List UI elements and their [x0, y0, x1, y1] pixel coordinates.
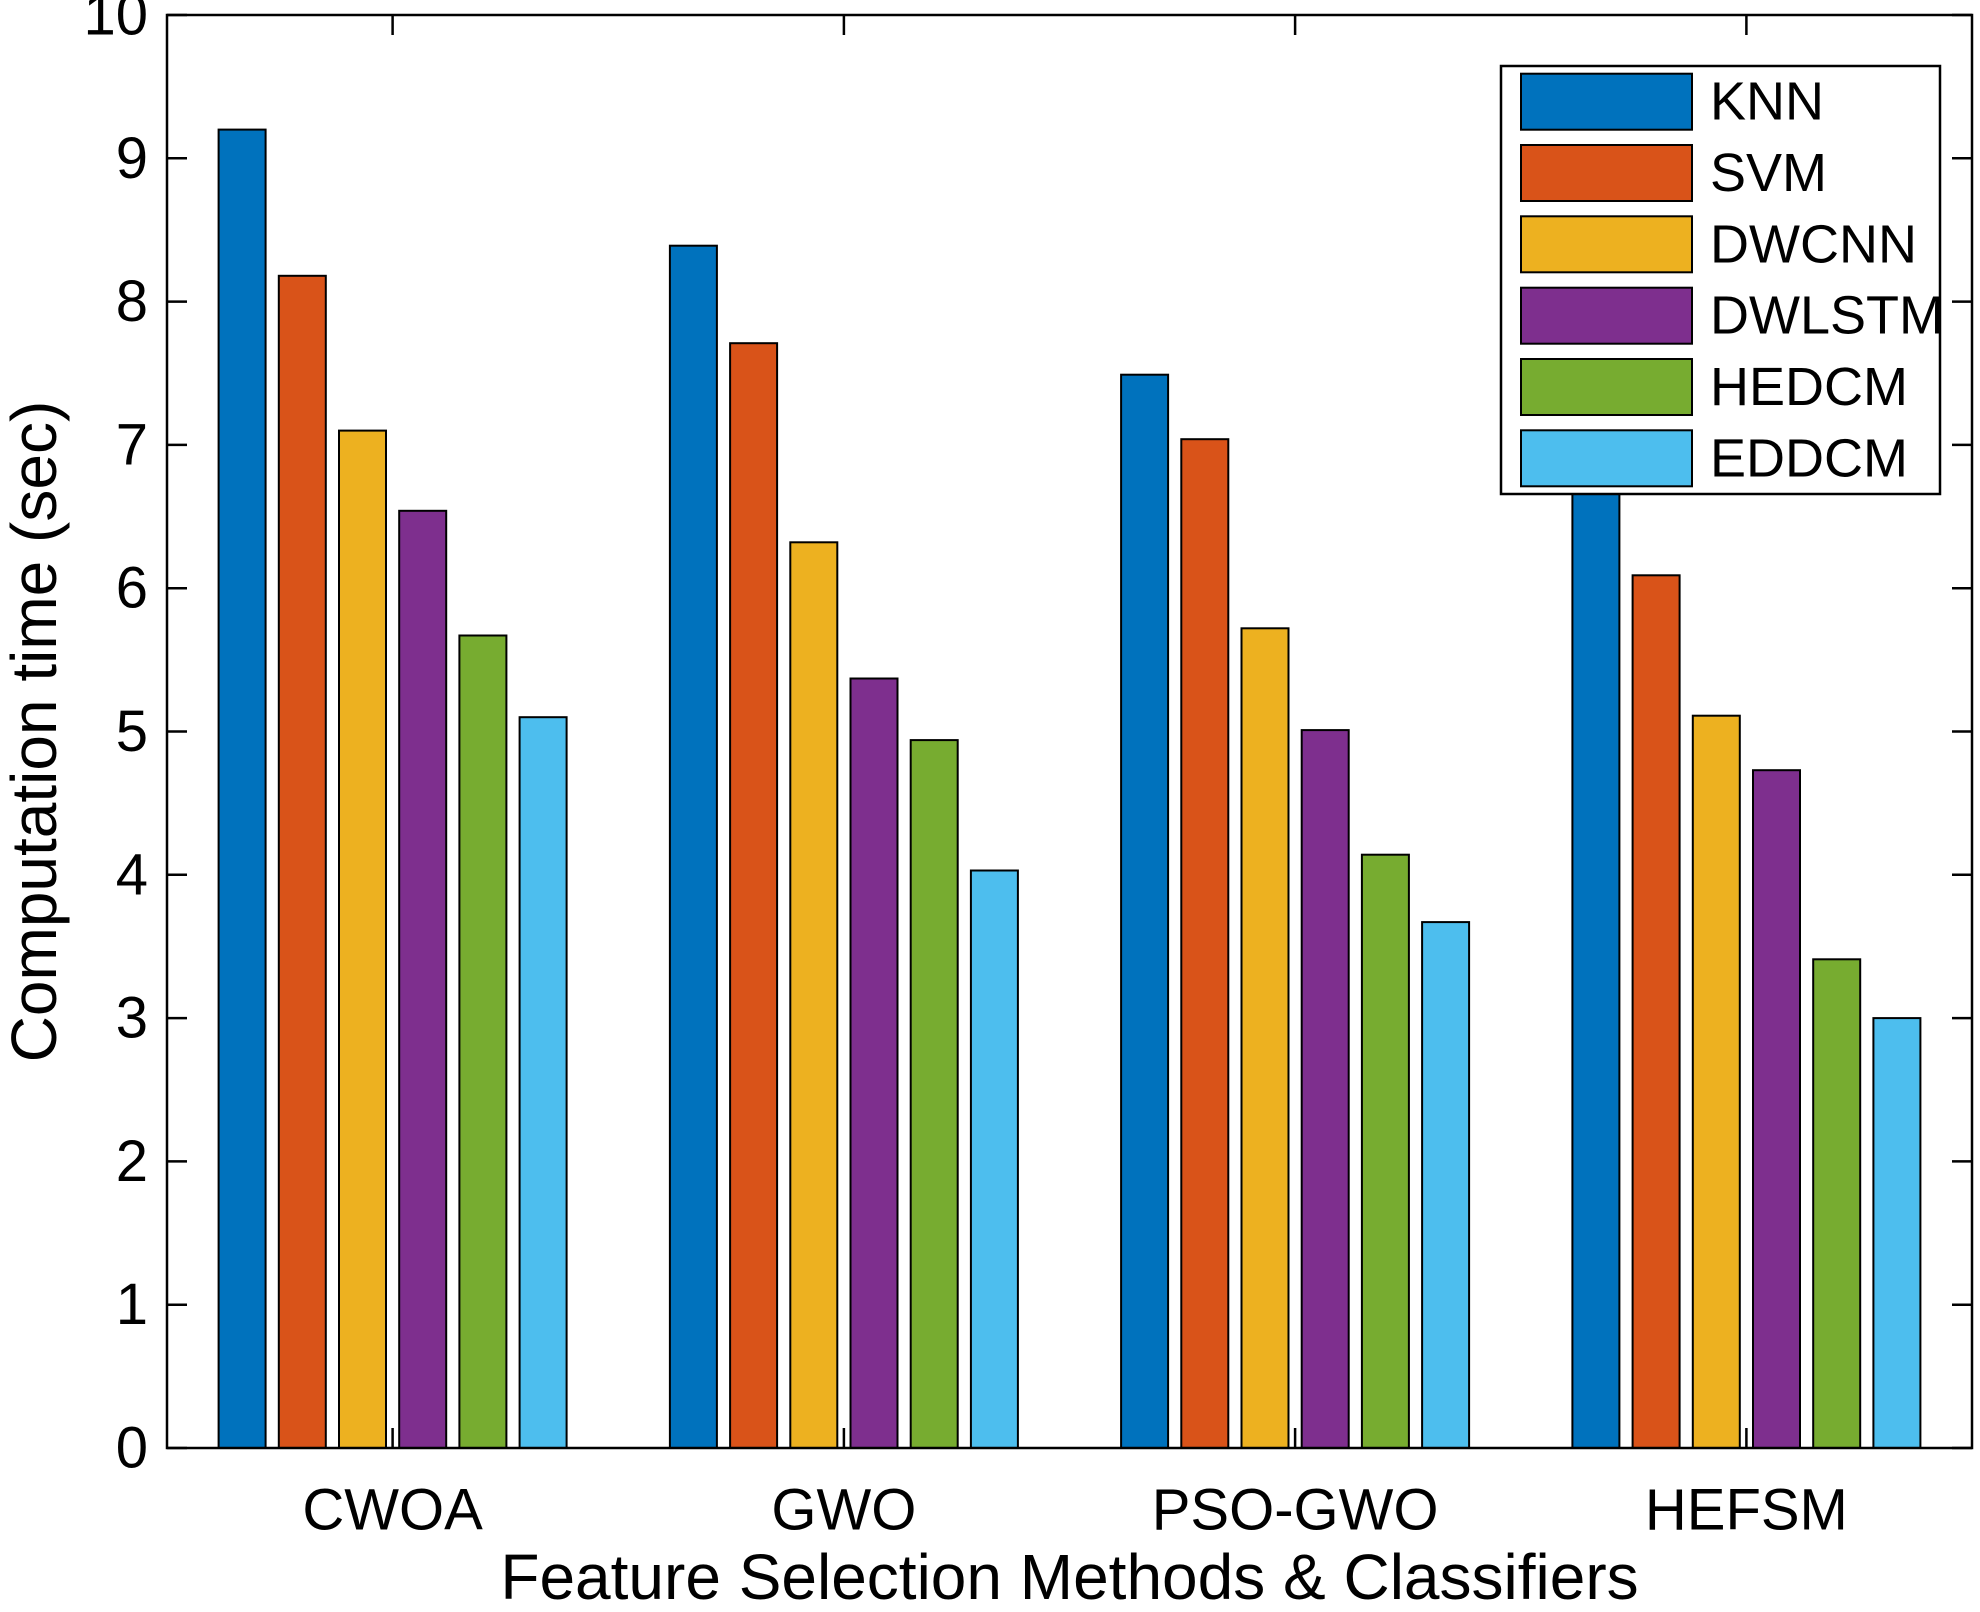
- bar-hefsm-knn: [1571, 479, 1621, 1449]
- legend-item-dwcnn: DWCNN: [1520, 214, 1917, 274]
- y-tick-label-9: 9: [116, 126, 148, 191]
- legend-swatch-dwcnn: [1520, 215, 1693, 274]
- bar-cwoa-svm: [277, 274, 327, 1449]
- bar-gwo-dwlstm: [849, 677, 899, 1449]
- bar-cwoa-dwcnn: [338, 429, 387, 1450]
- x-tick-label-pso-gwo: PSO-GWO: [1152, 1478, 1439, 1543]
- tick-labels-layer: 0 1 2 3 4 5 6 7 8 9 10 CWOA GWO PSO-GWO HEFSM: [83, 0, 1847, 1543]
- series-dwlstm: [398, 509, 1801, 1449]
- y-tick-label-10: 10: [83, 0, 148, 48]
- bar-hefsm-dwlstm: [1752, 769, 1801, 1449]
- bar-hefsm-svm: [1631, 574, 1681, 1449]
- bar-cwoa-knn: [217, 128, 267, 1450]
- y-tick-label-1: 1: [116, 1272, 148, 1337]
- bar-gwo-knn: [668, 244, 718, 1450]
- legend-item-hedcm: HEDCM: [1520, 357, 1908, 417]
- x-tick-label-gwo: GWO: [771, 1478, 916, 1543]
- legend-swatch-svm: [1520, 144, 1693, 202]
- series-knn: [217, 128, 1621, 1450]
- legend-label-svm: SVM: [1710, 143, 1827, 203]
- axes-layer: [165, 13, 1974, 1450]
- bar-hefsm-dwcnn: [1691, 714, 1741, 1449]
- bar-gwo-eddcm: [969, 869, 1019, 1449]
- series-svm: [277, 274, 1681, 1450]
- bar-pso-gwo-dwlstm: [1300, 729, 1350, 1449]
- legend-item-dwlstm: DWLSTM: [1520, 286, 1944, 346]
- y-tick-label-6: 6: [116, 556, 148, 621]
- series-hedcm: [458, 634, 1862, 1449]
- legend-item-knn: KNN: [1520, 72, 1824, 132]
- legend-label-dwlstm: DWLSTM: [1710, 286, 1944, 346]
- y-tick-label-7: 7: [116, 412, 148, 477]
- legend-label-dwcnn: DWCNN: [1710, 214, 1917, 274]
- series-eddcm: [518, 716, 1922, 1449]
- legend-item-eddcm: EDDCM: [1520, 428, 1908, 488]
- bar-hefsm-hedcm: [1812, 958, 1862, 1449]
- legend-box: [1499, 64, 1942, 496]
- bar-hefsm-eddcm: [1872, 1017, 1922, 1449]
- bar-cwoa-dwlstm: [398, 509, 448, 1449]
- bar-pso-gwo-svm: [1180, 438, 1230, 1449]
- bar-cwoa-eddcm: [518, 716, 568, 1449]
- y-axis-title: Computation time (sec): [0, 401, 70, 1063]
- bar-gwo-dwcnn: [789, 541, 839, 1449]
- bar-pso-gwo-knn: [1120, 373, 1170, 1450]
- bar-pso-gwo-eddcm: [1421, 921, 1471, 1449]
- legend-swatch-knn: [1520, 72, 1693, 131]
- legend-swatch-dwlstm: [1520, 286, 1693, 345]
- bar-gwo-svm: [729, 342, 779, 1450]
- y-tick-label-2: 2: [116, 1129, 148, 1194]
- y-tick-label-8: 8: [116, 269, 148, 334]
- bar-pso-gwo-dwcnn: [1240, 627, 1290, 1449]
- legend-label-hedcm: HEDCM: [1710, 357, 1908, 417]
- bars-layer: [217, 128, 1922, 1450]
- x-tick-label-cwoa: CWOA: [302, 1478, 483, 1543]
- legend-item-svm: SVM: [1520, 143, 1827, 203]
- y-tick-label-4: 4: [116, 842, 148, 907]
- legend-label-eddcm: EDDCM: [1710, 428, 1908, 488]
- y-tick-label-3: 3: [116, 986, 148, 1051]
- legend-swatch-eddcm: [1520, 429, 1693, 488]
- bar-pso-gwo-hedcm: [1360, 853, 1410, 1449]
- legend-label-knn: KNN: [1710, 72, 1824, 132]
- bar-gwo-hedcm: [909, 739, 959, 1449]
- x-tick-label-hefsm: HEFSM: [1645, 1478, 1848, 1543]
- legend: KNN SVM DWCNN DWLSTM HEDCM EDDCM: [1499, 64, 1944, 496]
- y-tick-label-5: 5: [116, 699, 148, 764]
- y-tick-label-0: 0: [116, 1416, 148, 1481]
- legend-swatch-hedcm: [1520, 358, 1693, 416]
- bar-cwoa-hedcm: [458, 634, 508, 1449]
- x-axis-title: Feature Selection Methods & Classifiers: [500, 1541, 1638, 1612]
